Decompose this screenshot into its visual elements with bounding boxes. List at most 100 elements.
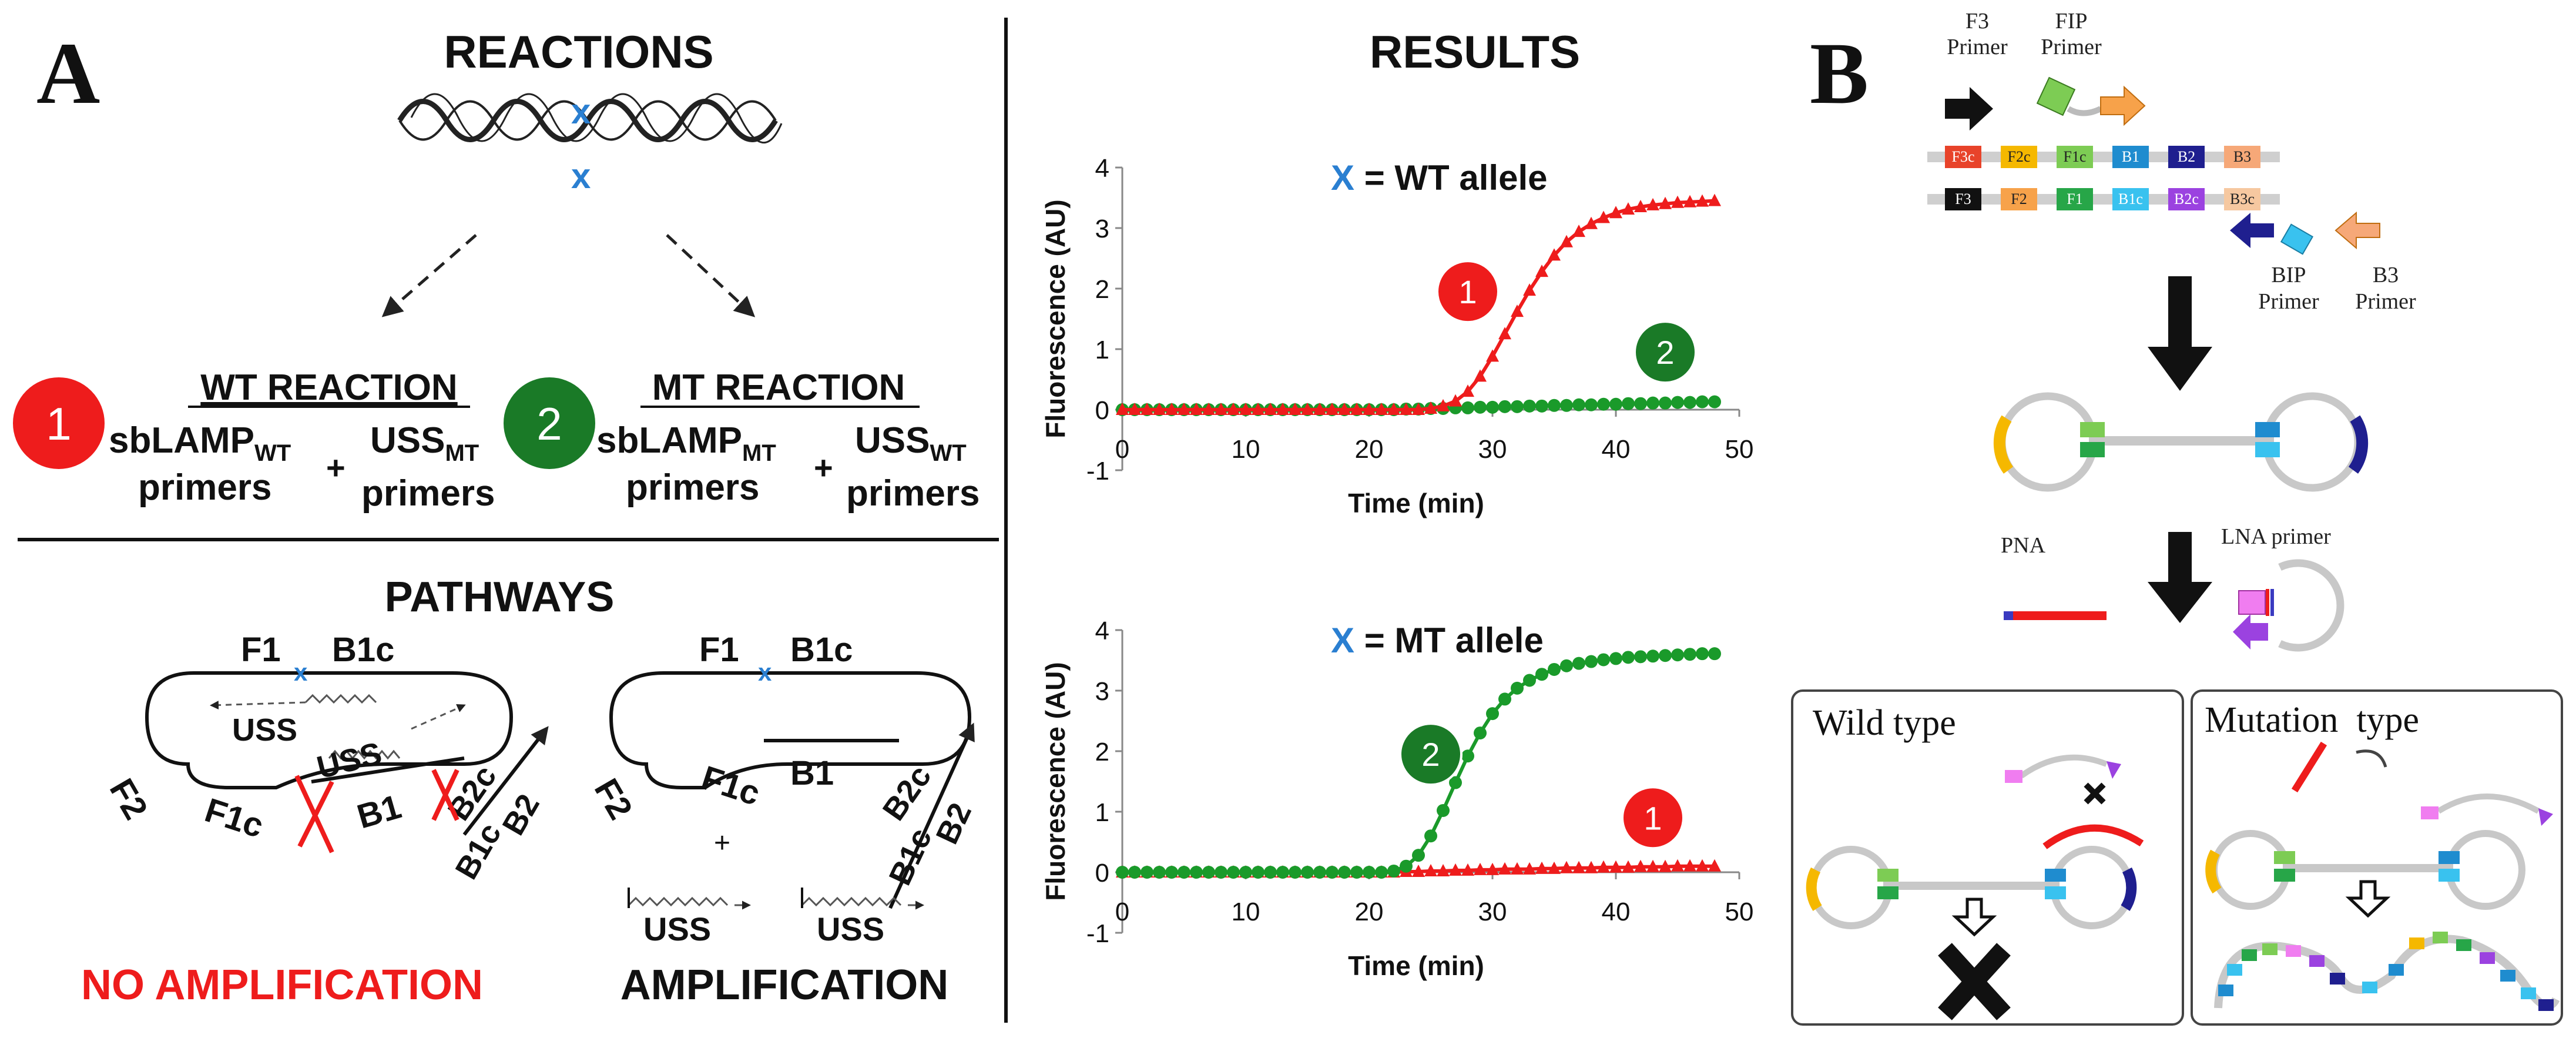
data-point	[1622, 860, 1635, 873]
data-point	[1622, 397, 1635, 410]
wt-sblamp-sub: WT	[254, 440, 291, 466]
label-b1-right: B1	[790, 754, 834, 792]
data-point	[1264, 866, 1277, 879]
y-tick-label: 2	[1095, 738, 1109, 766]
strand-b2-left	[462, 726, 549, 836]
data-point	[1412, 403, 1425, 415]
x-axis-label: Time (min)	[1348, 950, 1484, 981]
pna-bound-arc	[2042, 824, 2144, 849]
data-point	[1572, 657, 1585, 670]
dashed-arrow-right	[666, 234, 756, 317]
data-point	[1165, 866, 1178, 879]
b3-primer-label-line1: B3	[2373, 263, 2399, 287]
data-point	[1449, 863, 1462, 876]
wt-uss-text: USSMT	[370, 420, 479, 466]
dumbbell-left	[145, 671, 514, 789]
data-point	[1116, 866, 1129, 879]
data-point	[1141, 403, 1153, 415]
pna-probe	[2004, 611, 2107, 620]
data-point	[1498, 327, 1511, 340]
data-point	[1252, 866, 1264, 879]
data-point	[1683, 195, 1696, 207]
x-tick-label: 40	[1602, 435, 1631, 464]
series-badge-label: 2	[1656, 334, 1674, 371]
chart-title-marker: X	[1331, 158, 1364, 197]
data-point	[1350, 403, 1363, 415]
data-point	[1609, 652, 1622, 665]
strand-b2-right	[888, 722, 975, 909]
uss-zigzag-a	[628, 896, 729, 907]
data-point	[1412, 849, 1425, 862]
label-f2-left: F2	[102, 772, 155, 826]
data-point	[1597, 210, 1610, 223]
data-point	[1622, 202, 1635, 215]
data-point	[1585, 216, 1598, 229]
wt-reaction-title: WT REACTION	[200, 367, 457, 408]
data-point	[1486, 862, 1499, 875]
data-point	[1585, 398, 1598, 411]
strand-segment-label: F2	[2011, 190, 2027, 207]
down-arrow-icon	[2148, 532, 2212, 623]
data-point	[1646, 197, 1659, 210]
strand-segment-label: F1	[2067, 190, 2082, 207]
strand-segment-label: B1c	[2118, 190, 2143, 207]
data-point	[1424, 863, 1437, 876]
block-cross-icon	[294, 775, 334, 853]
data-point	[1128, 403, 1141, 415]
data-point	[1659, 649, 1672, 662]
x-tick-label: 20	[1355, 898, 1384, 926]
data-point	[1572, 398, 1585, 411]
panel-b-label: B	[1810, 25, 1869, 122]
label-uss-top-left: USS	[232, 712, 297, 748]
data-point	[1474, 369, 1487, 382]
b3-primer-arrow-icon	[2334, 211, 2380, 250]
x-tick-label: 50	[1725, 435, 1754, 464]
f3-primer-label-line2: Primer	[1947, 35, 2008, 59]
label-uss-b: USS	[817, 910, 884, 947]
strand-b1-left	[311, 756, 465, 783]
f3-primer-arrow-icon	[1945, 87, 1993, 130]
mt-reaction-title: MT REACTION	[652, 367, 905, 408]
f3-primer-label-line1: F3	[1965, 9, 1989, 34]
data-point	[1560, 860, 1573, 873]
data-point	[1511, 400, 1524, 413]
data-point	[1696, 859, 1709, 872]
y-tick-label: 4	[1095, 617, 1109, 645]
data-point	[1165, 403, 1178, 415]
x-tick-label: 50	[1725, 898, 1754, 926]
label-b1c-low-left: B1c	[448, 817, 508, 885]
strand-segment-f2c	[2001, 146, 2037, 168]
data-point	[1511, 681, 1524, 695]
results-title: RESULTS	[1370, 26, 1580, 78]
data-point	[1609, 860, 1622, 873]
data-point	[1375, 403, 1388, 415]
label-f1-right: F1	[699, 631, 739, 669]
data-point	[1708, 859, 1721, 872]
x-tick-label: 30	[1478, 898, 1507, 926]
data-point	[1239, 403, 1252, 415]
series-badge-label: 1	[1458, 273, 1477, 310]
data-point	[1178, 866, 1190, 879]
strand-segment-f3	[1945, 188, 1981, 210]
bip-primer-label-line2: Primer	[2258, 289, 2319, 314]
panel-a-label: A	[36, 25, 100, 122]
data-point	[1363, 866, 1376, 879]
pna-probe-tip	[2004, 611, 2013, 620]
data-point	[1424, 401, 1437, 414]
data-point	[1535, 861, 1548, 874]
concatemer-blocks	[2218, 932, 2554, 1011]
data-point	[1437, 399, 1450, 411]
fip-primer-f1c-block	[2036, 76, 2076, 116]
label-b2c-left: B2c	[441, 759, 504, 827]
hollow-down-arrow-icon	[1951, 898, 1997, 937]
data-point	[1326, 403, 1339, 415]
label-uss-mid-left: USS	[313, 736, 385, 786]
data-point	[1190, 403, 1203, 415]
mt-uss-text: USSWT	[855, 420, 967, 466]
bip-primer-label-line1: BIP	[2271, 263, 2306, 287]
mutation-marker-left: x	[294, 658, 308, 686]
plus-right: +	[714, 828, 730, 859]
data-point	[1634, 199, 1647, 212]
strand-segment-label: B2c	[2174, 190, 2199, 207]
